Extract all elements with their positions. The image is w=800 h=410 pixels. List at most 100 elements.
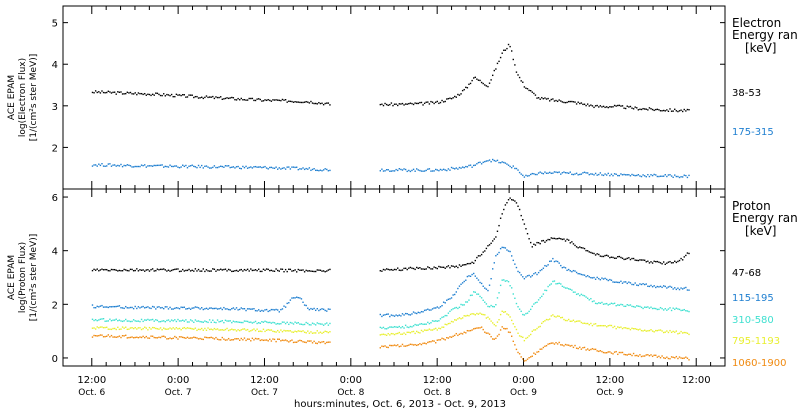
data-point-1060-1900	[218, 339, 220, 341]
data-point-795-1193	[496, 321, 499, 323]
data-point-1060-1900	[283, 339, 285, 342]
data-point-115-195	[542, 267, 545, 269]
data-point-115-195	[681, 288, 684, 290]
data-point-38-53	[384, 102, 386, 105]
data-point-38-53	[648, 107, 651, 109]
data-point-795-1193	[299, 330, 301, 332]
data-point-47-68	[237, 270, 239, 273]
data-point-175-315	[276, 168, 279, 170]
data-point-310-580	[303, 323, 306, 326]
data-point-310-580	[555, 283, 557, 285]
data-point-310-580	[310, 324, 312, 326]
data-point-47-68	[498, 224, 500, 227]
data-point-310-580	[528, 310, 530, 313]
data-point-47-68	[454, 266, 456, 268]
data-point-310-580	[602, 303, 605, 305]
data-point-115-195	[144, 307, 146, 309]
data-point-795-1193	[397, 332, 399, 335]
data-point-47-68	[158, 269, 160, 271]
data-point-47-68	[220, 268, 222, 270]
data-point-115-195	[303, 304, 306, 306]
data-point-115-195	[449, 298, 451, 300]
data-point-38-53	[490, 79, 492, 81]
data-point-795-1193	[598, 325, 600, 327]
data-point-1060-1900	[416, 344, 418, 347]
data-point-38-53	[664, 110, 666, 112]
data-point-310-580	[326, 322, 328, 324]
data-point-38-53	[536, 97, 538, 99]
data-point-115-195	[288, 302, 290, 304]
data-point-115-195	[311, 308, 314, 310]
data-point-47-68	[406, 268, 408, 271]
data-point-47-68	[643, 259, 646, 261]
data-point-175-315	[204, 165, 206, 168]
data-point-38-53	[275, 99, 277, 101]
data-point-175-315	[548, 171, 551, 174]
data-point-175-315	[400, 168, 402, 171]
data-point-115-195	[286, 302, 288, 305]
data-point-795-1193	[498, 318, 500, 321]
data-point-47-68	[307, 270, 309, 272]
data-point-310-580	[503, 279, 505, 281]
data-point-795-1193	[326, 330, 328, 333]
data-point-47-68	[512, 199, 514, 201]
data-point-115-195	[590, 276, 592, 279]
data-point-115-195	[134, 305, 136, 308]
data-point-38-53	[563, 101, 565, 104]
data-point-38-53	[604, 106, 606, 109]
data-point-47-68	[680, 257, 682, 260]
data-point-115-195	[126, 307, 129, 309]
data-point-47-68	[685, 254, 687, 257]
data-point-310-580	[639, 305, 641, 308]
data-point-115-195	[395, 314, 397, 316]
data-point-795-1193	[632, 328, 635, 330]
data-point-795-1193	[117, 326, 119, 329]
data-point-115-195	[389, 315, 391, 318]
data-point-115-195	[393, 315, 396, 317]
data-point-175-315	[326, 168, 328, 171]
data-point-115-195	[498, 251, 500, 254]
data-point-38-53	[427, 101, 429, 103]
data-point-795-1193	[319, 331, 322, 333]
data-point-310-580	[430, 322, 432, 324]
data-point-175-315	[148, 165, 151, 167]
data-point-38-53	[567, 100, 570, 103]
data-point-115-195	[174, 307, 176, 310]
data-point-115-195	[128, 307, 130, 309]
data-point-115-195	[556, 260, 559, 263]
data-point-795-1193	[537, 326, 540, 328]
data-point-175-315	[522, 174, 524, 177]
data-point-38-53	[101, 90, 103, 92]
data-point-175-315	[473, 164, 475, 167]
data-point-1060-1900	[590, 348, 592, 351]
data-point-115-195	[294, 297, 296, 299]
data-point-115-195	[548, 260, 551, 263]
data-point-175-315	[552, 172, 554, 174]
data-point-795-1193	[628, 327, 630, 330]
data-point-795-1193	[227, 329, 230, 332]
data-point-310-580	[242, 321, 244, 324]
data-point-175-315	[567, 172, 570, 174]
data-point-310-580	[199, 320, 201, 323]
data-point-310-580	[147, 318, 149, 321]
data-point-47-68	[243, 268, 246, 271]
data-point-175-315	[182, 164, 184, 166]
data-point-38-53	[170, 93, 173, 96]
data-point-795-1193	[465, 315, 467, 317]
data-point-38-53	[417, 102, 420, 105]
data-point-38-53	[466, 87, 469, 89]
data-point-310-580	[567, 288, 570, 290]
data-point-47-68	[430, 268, 432, 270]
data-point-38-53	[191, 94, 193, 96]
data-point-795-1193	[526, 336, 529, 339]
data-point-115-195	[408, 313, 410, 316]
data-point-115-195	[316, 308, 318, 310]
data-point-310-580	[91, 318, 94, 321]
data-point-1060-1900	[288, 341, 290, 343]
data-point-1060-1900	[656, 356, 659, 358]
data-point-310-580	[583, 295, 586, 297]
data-point-310-580	[158, 321, 160, 323]
data-point-115-195	[647, 285, 649, 287]
data-point-115-195	[420, 310, 423, 313]
data-point-47-68	[170, 269, 173, 272]
